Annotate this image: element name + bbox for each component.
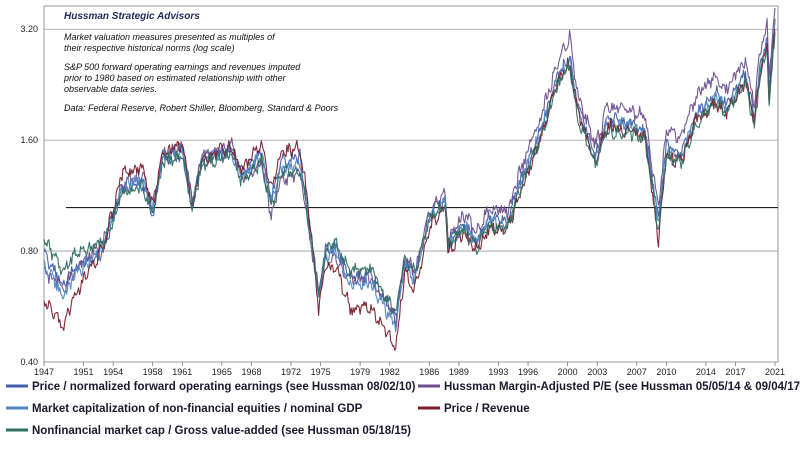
legend-label: Hussman Margin-Adjusted P/E (see Hussman…	[444, 381, 800, 393]
x-tick-label: 2021	[765, 367, 785, 377]
y-tick-label: 3.20	[20, 24, 38, 34]
legend-label: Price / Revenue	[444, 403, 530, 415]
x-tick-label: 1954	[103, 367, 123, 377]
y-tick-label: 0.80	[20, 246, 38, 256]
notes-block: Market valuation measures presented as m…	[63, 32, 339, 113]
legend: Price / normalized forward operating ear…	[6, 381, 800, 437]
note-line: prior to 1980 based on estimated relatio…	[63, 73, 287, 83]
x-tick-label: 1972	[281, 367, 301, 377]
note-line: their respective historical norms (log s…	[64, 43, 235, 53]
x-tick-label: 1979	[350, 367, 370, 377]
note-line: observable data series.	[64, 84, 157, 94]
x-tick-label: 1982	[380, 367, 400, 377]
note-line: Market valuation measures presented as m…	[64, 32, 276, 42]
x-tick-label: 1975	[311, 367, 331, 377]
x-tick-label: 1965	[212, 367, 232, 377]
x-tick-label: 2014	[696, 367, 716, 377]
x-tick-label: 2017	[726, 367, 746, 377]
x-tick-label: 1986	[419, 367, 439, 377]
legend-label: Nonfinancial market cap / Gross value-ad…	[32, 425, 411, 437]
x-tick-label: 2007	[627, 367, 647, 377]
x-tick-label: 1958	[143, 367, 163, 377]
x-tick-label: 2010	[656, 367, 676, 377]
brand-title: Hussman Strategic Advisors	[64, 11, 200, 22]
annotation-layer: Hussman Strategic Advisors Market valuat…	[63, 11, 339, 113]
x-tick-label: 1968	[241, 367, 261, 377]
legend-label: Price / normalized forward operating ear…	[32, 381, 416, 393]
legend-label: Market capitalization of non-financial e…	[32, 403, 363, 415]
x-tick-label: 1996	[518, 367, 538, 377]
x-tick-label: 1951	[73, 367, 93, 377]
x-tick-label: 2000	[558, 367, 578, 377]
note-line: Data: Federal Reserve, Robert Shiller, B…	[64, 103, 339, 113]
x-tick-label: 2003	[587, 367, 607, 377]
x-tick-label: 1961	[172, 367, 192, 377]
x-tick-label: 1947	[34, 367, 54, 377]
x-tick-label: 1993	[488, 367, 508, 377]
x-tick-label: 1989	[449, 367, 469, 377]
series-layer	[43, 7, 776, 351]
series-line-5	[43, 32, 776, 316]
note-line: S&P 500 forward operating earnings and r…	[64, 62, 301, 72]
grid-layer	[43, 5, 779, 363]
y-tick-label: 1.60	[20, 135, 38, 145]
y-tick-label: 0.40	[20, 357, 38, 367]
axis-layer: 0.40 0.80 1.60 3.20 1947 1951 1954 1958 1961 1965…	[20, 24, 785, 377]
